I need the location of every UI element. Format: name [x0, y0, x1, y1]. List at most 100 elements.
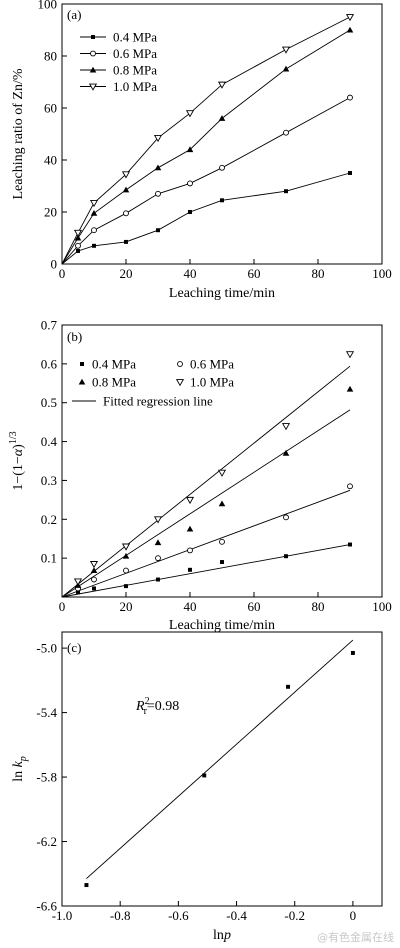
data-point — [91, 576, 97, 583]
legend-label: 0.4 MPa — [113, 30, 157, 45]
data-point — [217, 81, 227, 89]
data-point — [347, 94, 353, 101]
y-tick-label: 0.4 — [41, 434, 58, 449]
x-tick-label: 100 — [372, 266, 392, 281]
data-point — [84, 883, 89, 888]
x-tick-label: 60 — [248, 599, 261, 614]
fit-line — [61, 409, 351, 598]
data-point — [154, 164, 162, 171]
y-tick-label: 0 — [51, 257, 58, 272]
data-point — [348, 171, 352, 175]
legend-marker — [91, 35, 95, 39]
x-tick-label: 60 — [248, 266, 261, 281]
data-point — [286, 684, 291, 689]
data-point — [186, 525, 194, 532]
y-tick-label: 0.3 — [41, 473, 57, 488]
x-tick-label: -0.8 — [110, 908, 131, 923]
data-point — [346, 385, 354, 392]
data-point — [121, 543, 131, 551]
data-point — [74, 234, 82, 241]
legend-label: 0.8 MPa — [92, 375, 136, 390]
y-tick-label: 0.2 — [41, 512, 57, 527]
x-tick-label: 0 — [59, 599, 66, 614]
y-axis-label: 1−(1−α)1/3 — [8, 431, 26, 490]
x-tick-label: 80 — [312, 266, 325, 281]
data-point — [219, 164, 225, 171]
series-line — [61, 29, 351, 265]
data-point — [155, 555, 161, 562]
x-tick-label: -0.2 — [284, 908, 305, 923]
y-tick-label: 40 — [44, 153, 57, 168]
fit-line — [86, 639, 354, 879]
y-axis-label: Leaching ratio of Zn/% — [11, 68, 26, 199]
fit-line — [61, 489, 351, 598]
x-tick-label: 0 — [59, 266, 66, 281]
legend-marker — [90, 50, 96, 57]
data-point — [91, 227, 97, 234]
y-tick-label: 0.7 — [41, 318, 58, 333]
data-point — [282, 449, 290, 456]
y-tick-label: 60 — [44, 101, 57, 116]
data-point — [76, 590, 80, 595]
panel-label: (b) — [67, 329, 82, 344]
x-tick-label: 40 — [184, 266, 197, 281]
x-tick-label: 100 — [372, 599, 392, 614]
data-point — [348, 542, 352, 547]
data-point — [283, 129, 289, 136]
data-point — [283, 514, 289, 521]
data-point — [153, 134, 163, 143]
y-tick-label: 0.1 — [41, 551, 57, 566]
data-point — [124, 239, 128, 244]
legend-marker — [88, 83, 98, 91]
fit-line — [61, 365, 351, 598]
data-point — [186, 146, 194, 153]
x-axis-label: Leaching time/min — [169, 618, 275, 633]
y-tick-label: -6.6 — [36, 899, 57, 914]
legend-marker — [175, 379, 185, 387]
data-point — [92, 586, 96, 591]
data-point — [218, 500, 226, 507]
data-point — [123, 567, 129, 574]
x-tick-label: 0 — [350, 908, 357, 923]
data-point — [347, 483, 353, 490]
legend-marker — [89, 66, 97, 73]
x-tick-label: -0.6 — [168, 908, 189, 923]
data-point — [154, 539, 162, 546]
plot-frame — [61, 631, 383, 907]
y-tick-label: -6.2 — [36, 834, 57, 849]
data-point — [282, 65, 290, 72]
data-point — [284, 189, 288, 194]
legend-label: 1.0 MPa — [190, 375, 234, 390]
data-point — [156, 228, 160, 233]
y-tick-label: -5.4 — [36, 705, 57, 720]
legend-label: 0.8 MPa — [113, 63, 157, 78]
data-point — [217, 469, 227, 477]
data-point — [123, 210, 129, 217]
data-point — [350, 650, 355, 655]
plot-frame — [61, 324, 383, 598]
data-point — [345, 14, 355, 22]
legend-marker — [80, 362, 84, 366]
data-point — [187, 547, 193, 554]
data-point — [188, 210, 192, 214]
legend-label: 1.0 MPa — [113, 79, 157, 94]
series-line — [61, 97, 351, 265]
data-point — [89, 561, 99, 569]
y-axis-label: ln kp — [11, 756, 29, 782]
data-point — [155, 190, 161, 197]
y-tick-label: -5.0 — [36, 641, 57, 656]
data-point — [76, 249, 80, 253]
data-point — [185, 496, 195, 505]
y-tick-label: 20 — [44, 205, 57, 220]
data-point — [153, 516, 163, 524]
chart-panel-b: 0 20 40 60 80 100 0.1 0.2 0.3 0.4 0.5 0.6 0.7 Leachin… — [8, 318, 392, 634]
data-point — [218, 115, 226, 121]
data-point — [73, 229, 83, 238]
legend-label: 0.6 MPa — [113, 46, 157, 61]
panel-label: (c) — [67, 640, 81, 655]
x-tick-label: -1.0 — [52, 908, 73, 923]
data-point — [156, 577, 160, 582]
data-point — [281, 46, 291, 54]
panel-label: (a) — [67, 7, 81, 22]
x-tick-label: -0.4 — [226, 908, 247, 923]
